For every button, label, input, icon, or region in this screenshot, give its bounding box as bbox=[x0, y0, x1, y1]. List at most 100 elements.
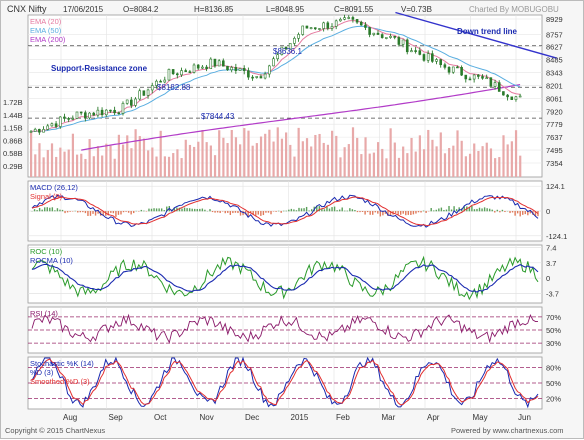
macd-histogram-bar bbox=[369, 211, 370, 215]
macd-histogram-bar bbox=[420, 211, 421, 212]
x-tick-label: Mar bbox=[382, 413, 396, 422]
candle-body bbox=[226, 66, 228, 70]
volume-bar bbox=[498, 157, 500, 177]
macd-histogram-bar bbox=[67, 211, 68, 212]
volume-tick-label: 0.86B bbox=[3, 136, 23, 145]
volume-bar bbox=[515, 130, 517, 177]
volume-bar bbox=[235, 137, 237, 177]
candle-body bbox=[109, 110, 111, 111]
price-panel bbox=[28, 15, 542, 177]
y-tick-label: 7779 bbox=[546, 120, 563, 129]
candle-body bbox=[105, 110, 107, 115]
volume-bar bbox=[176, 149, 178, 177]
x-tick-label: May bbox=[473, 413, 488, 422]
indicator-tick-label: 7.4 bbox=[546, 243, 556, 252]
header-credit: Charted By MOBUGOBU bbox=[469, 5, 559, 14]
macd-histogram-bar bbox=[446, 210, 447, 212]
volume-bar bbox=[507, 144, 509, 177]
candle-body bbox=[256, 76, 258, 77]
candle-body bbox=[243, 68, 245, 70]
volume-bar bbox=[306, 138, 308, 177]
macd-histogram-bar bbox=[186, 208, 187, 211]
volume-bar bbox=[448, 148, 450, 177]
macd-histogram-bar bbox=[517, 211, 518, 213]
candle-body bbox=[406, 40, 408, 52]
candle-body bbox=[72, 118, 74, 119]
volume-bar bbox=[277, 127, 279, 177]
macd-histogram-bar bbox=[405, 211, 406, 215]
volume-bar bbox=[385, 158, 387, 177]
macd-histogram-bar bbox=[64, 211, 65, 213]
candle-body bbox=[331, 26, 333, 28]
volume-bar bbox=[494, 158, 496, 177]
volume-bar bbox=[260, 137, 262, 177]
macd-histogram-bar bbox=[69, 211, 70, 212]
candle-body bbox=[268, 66, 270, 74]
macd-histogram-bar bbox=[334, 207, 335, 212]
macd-histogram-bar bbox=[227, 211, 228, 213]
candle-body bbox=[114, 110, 116, 113]
macd-histogram-bar bbox=[184, 208, 185, 212]
indicator-tick-label: 124.1 bbox=[546, 182, 565, 191]
y-tick-label: 8627 bbox=[546, 43, 563, 52]
macd-histogram-bar bbox=[306, 207, 307, 211]
y-tick-label: 8757 bbox=[546, 31, 563, 40]
macd-histogram-bar bbox=[217, 211, 218, 212]
macd-histogram-bar bbox=[359, 211, 360, 212]
volume-bar bbox=[226, 143, 228, 177]
macd-histogram-bar bbox=[362, 211, 363, 212]
macd-histogram-bar bbox=[189, 208, 190, 211]
volume-bar bbox=[222, 138, 224, 177]
candle-body bbox=[494, 83, 496, 87]
x-tick-label: Feb bbox=[336, 413, 350, 422]
macd-histogram-bar bbox=[283, 211, 284, 212]
candle-body bbox=[419, 51, 421, 55]
candle-body bbox=[164, 80, 166, 82]
y-tick-label: 7495 bbox=[546, 146, 563, 155]
candle-body bbox=[84, 113, 86, 118]
candle-body bbox=[306, 26, 308, 28]
volume-bar bbox=[97, 146, 99, 177]
candle-body bbox=[323, 23, 325, 29]
volume-bar bbox=[456, 130, 458, 177]
legend-macd: MACD (26,12) bbox=[30, 183, 78, 192]
volume-bar bbox=[139, 136, 141, 177]
volume-bar bbox=[189, 145, 191, 177]
volume-bar bbox=[34, 154, 36, 177]
candle-body bbox=[302, 26, 304, 34]
volume-bar bbox=[298, 128, 300, 177]
volume-bar bbox=[247, 131, 249, 177]
macd-histogram-bar bbox=[303, 208, 304, 211]
macd-histogram-bar bbox=[230, 211, 231, 215]
volume-bar bbox=[335, 136, 337, 177]
macd-histogram-bar bbox=[278, 211, 279, 212]
macd-histogram-bar bbox=[308, 210, 309, 211]
volume-bar bbox=[318, 134, 320, 177]
macd-histogram-bar bbox=[148, 209, 149, 212]
volume-bar bbox=[406, 153, 408, 177]
candle-body bbox=[431, 54, 433, 62]
macd-histogram-bar bbox=[296, 210, 297, 211]
macd-histogram-bar bbox=[497, 210, 498, 212]
macd-histogram-bar bbox=[153, 208, 154, 211]
macd-histogram-bar bbox=[156, 208, 157, 211]
macd-histogram-bar bbox=[377, 211, 378, 214]
volume-bar bbox=[264, 134, 266, 177]
macd-histogram-bar bbox=[479, 208, 480, 212]
volume-bar bbox=[256, 143, 258, 177]
volume-bar bbox=[323, 143, 325, 177]
x-tick-label: 2015 bbox=[291, 413, 309, 422]
macd-histogram-bar bbox=[522, 211, 523, 215]
candle-body bbox=[30, 131, 32, 132]
volume-bar bbox=[130, 148, 132, 177]
macd-histogram-bar bbox=[342, 207, 343, 211]
macd-histogram-bar bbox=[128, 211, 129, 213]
x-tick-label: Oct bbox=[154, 413, 167, 422]
volume-bar bbox=[72, 134, 74, 177]
volume-bar bbox=[206, 142, 208, 177]
candle-body bbox=[390, 36, 392, 37]
volume-bar bbox=[352, 127, 354, 177]
macd-histogram-bar bbox=[52, 207, 53, 211]
candle-body bbox=[477, 75, 479, 77]
